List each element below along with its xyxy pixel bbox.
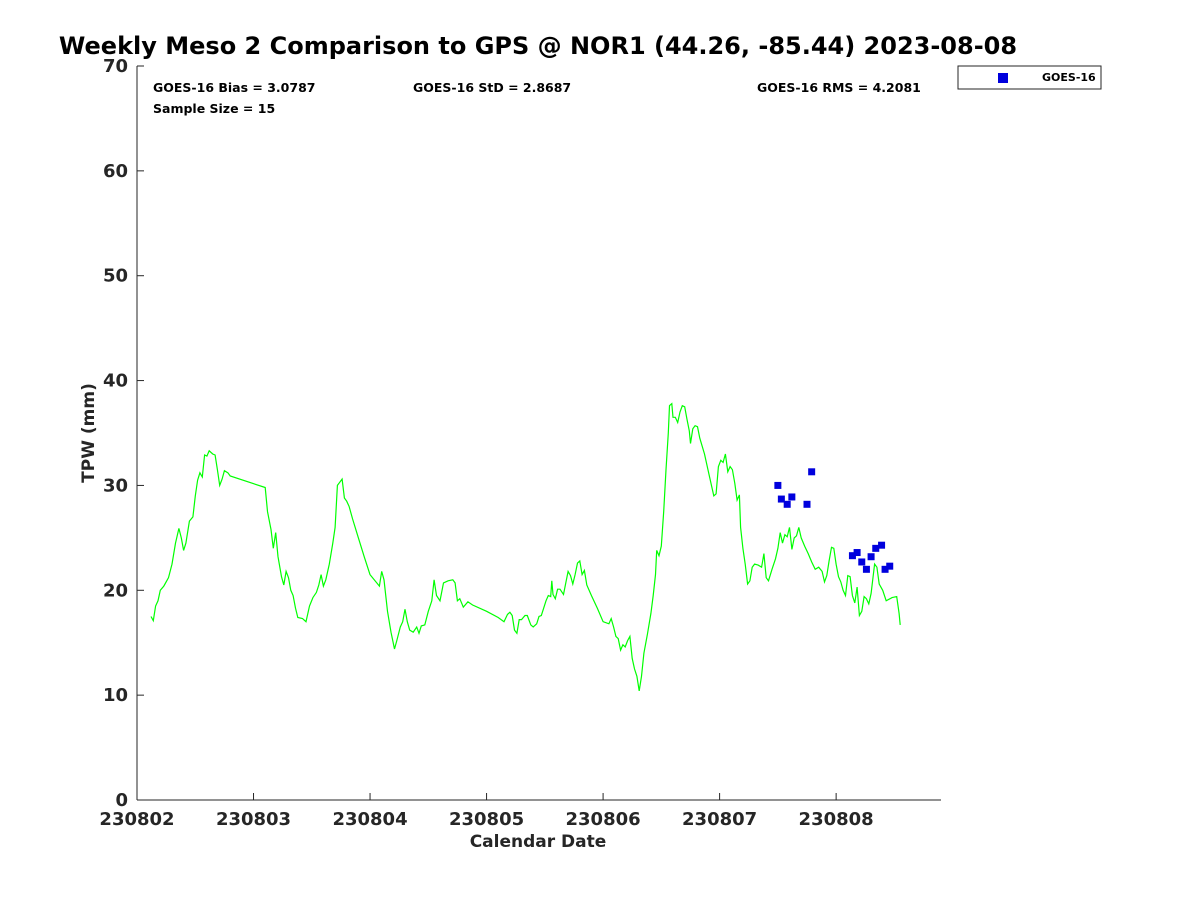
y-tick-label: 50 — [103, 266, 128, 287]
x-tick-label: 230805 — [449, 809, 524, 830]
y-tick-label: 30 — [103, 475, 128, 496]
x-tick-label: 230804 — [332, 809, 407, 830]
goes16-point — [774, 481, 782, 489]
y-tick-label: 40 — [103, 371, 128, 392]
legend-label: GOES-16 — [1042, 71, 1096, 84]
y-ticks: 0 10 20 30 40 50 60 70 — [103, 56, 144, 811]
goes16-point — [872, 544, 880, 552]
goes16-point — [783, 500, 791, 508]
goes16-point — [848, 552, 856, 560]
goes16-point — [862, 565, 870, 573]
x-tick-label: 230803 — [216, 809, 291, 830]
gps-tpw-line — [150, 402, 901, 691]
chart-title: Weekly Meso 2 Comparison to GPS @ NOR1 (… — [59, 32, 1017, 60]
goes16-point — [858, 558, 866, 566]
goes16-point — [881, 565, 889, 573]
x-tick-label: 230802 — [99, 809, 174, 830]
legend: GOES-16 — [957, 65, 1102, 90]
goes16-point — [878, 541, 886, 549]
x-tick-label: 230807 — [682, 809, 757, 830]
std-stat: GOES-16 StD = 2.8687 — [413, 80, 571, 95]
x-axis-label: Calendar Date — [470, 832, 607, 852]
sample-size-stat: Sample Size = 15 — [153, 101, 275, 116]
goes16-point — [808, 468, 816, 476]
y-tick-label: 0 — [115, 790, 128, 811]
legend-box — [957, 65, 1102, 90]
goes16-point — [867, 553, 875, 561]
y-tick-label: 10 — [103, 685, 128, 706]
y-tick-label: 70 — [103, 56, 128, 77]
legend-marker — [998, 73, 1008, 83]
goes16-point — [788, 493, 796, 501]
y-tick-label: 20 — [103, 580, 128, 601]
goes16-point — [777, 495, 785, 503]
rms-stat: GOES-16 RMS = 4.2081 — [757, 80, 921, 95]
x-ticks: 230802 230803 230804 230805 230806 230807 2308… — [99, 793, 874, 830]
y-axis-label: TPW (mm) — [79, 383, 99, 483]
y-tick-label: 60 — [103, 161, 128, 182]
x-tick-label: 230808 — [799, 809, 874, 830]
goes16-point — [886, 562, 894, 570]
x-tick-label: 230806 — [566, 809, 641, 830]
series-layer — [150, 402, 901, 691]
bias-stat: GOES-16 Bias = 3.0787 — [153, 80, 315, 95]
plot-area: 0 10 20 30 40 50 60 70 230802 230803 230804 230805… — [99, 56, 941, 830]
goes16-point — [803, 500, 811, 508]
goes16-point — [853, 549, 861, 557]
